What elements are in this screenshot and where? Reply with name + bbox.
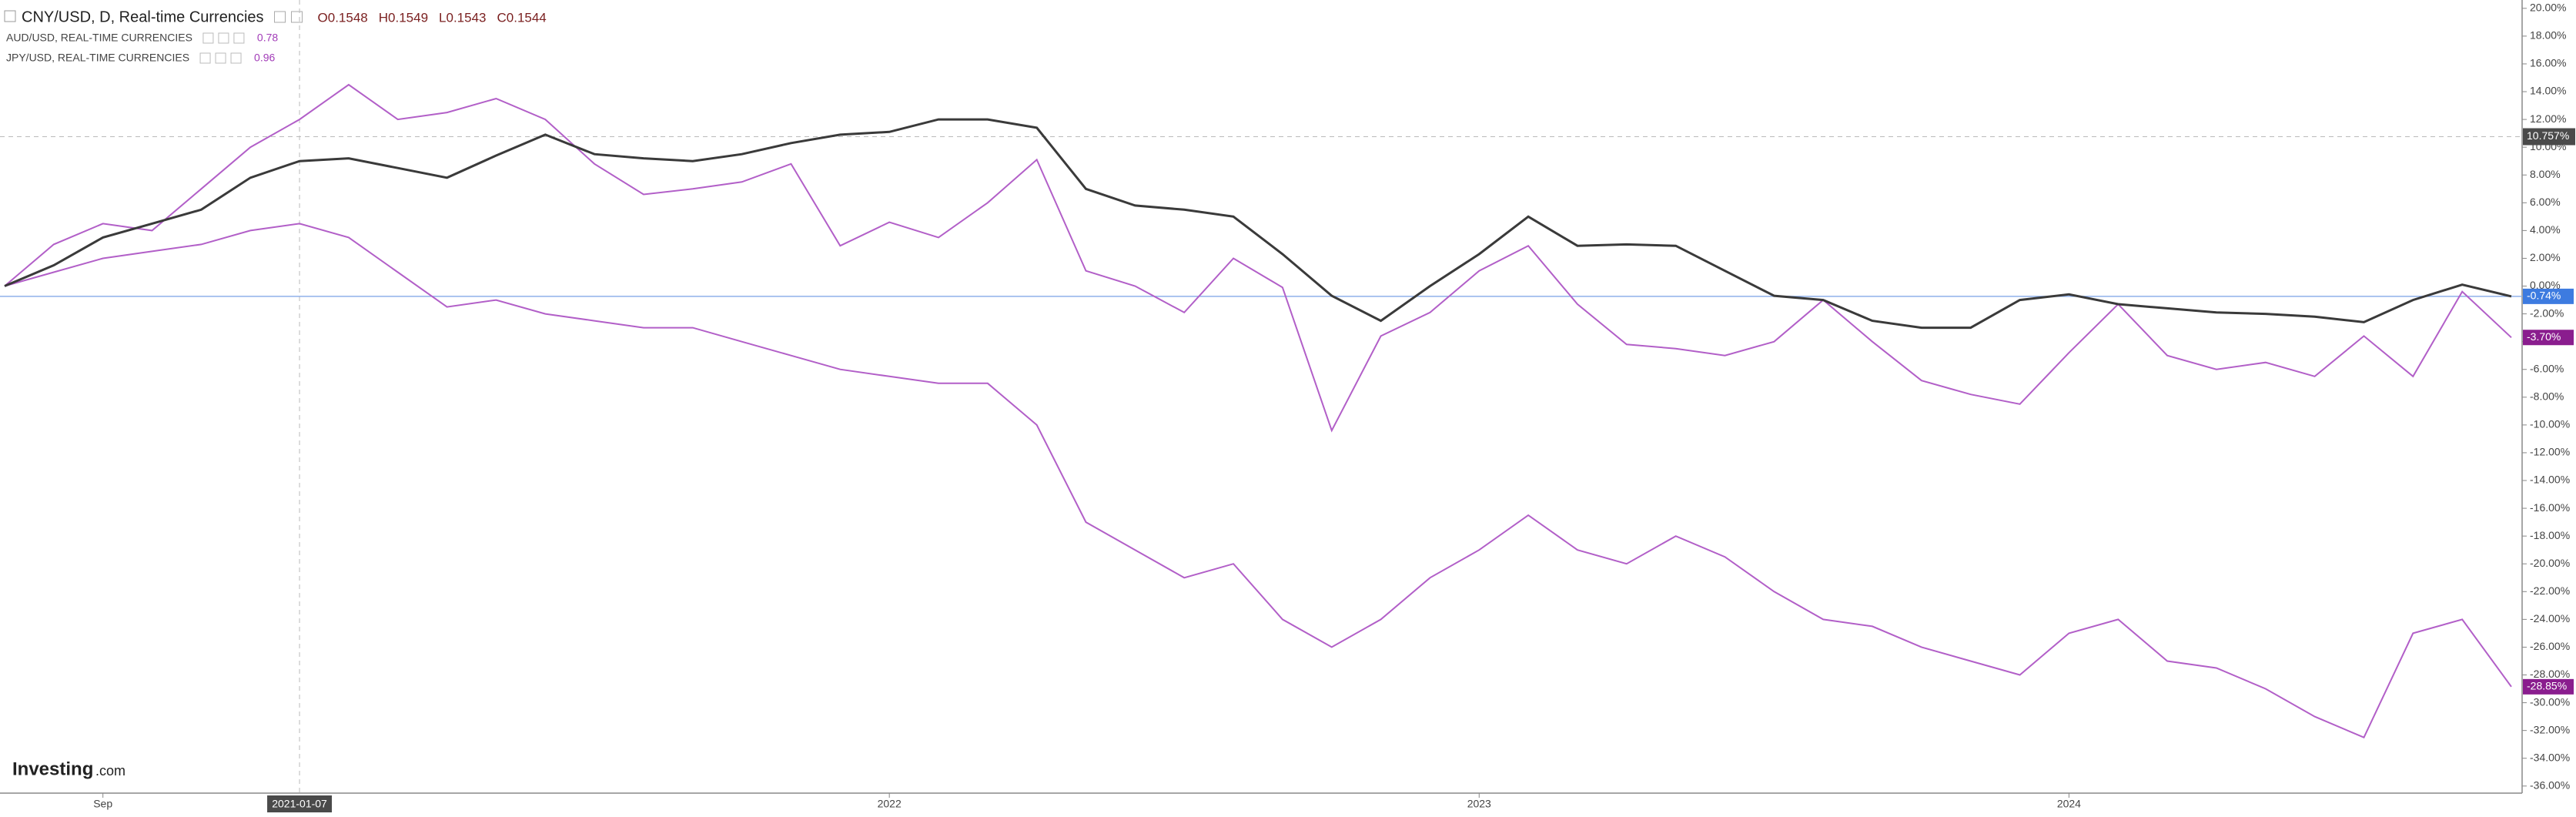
y-tick-label: 0.00% <box>2530 279 2561 291</box>
legend-icon[interactable] <box>199 52 211 64</box>
legend-icon[interactable] <box>215 52 226 64</box>
crosshair-x-box <box>267 795 333 812</box>
y-tick-label: -36.00% <box>2530 778 2570 791</box>
y-tick-label: 16.00% <box>2530 57 2566 69</box>
crosshair-y-box <box>2523 128 2575 146</box>
ohlc-value: O0.1548 <box>318 10 368 25</box>
value-badge-label: -0.74% <box>2527 290 2561 302</box>
legend-value: 0.78 <box>257 32 278 44</box>
value-badge-label: -3.70% <box>2527 330 2561 343</box>
legend-icon[interactable] <box>218 32 229 44</box>
logo: Investing .com <box>12 758 125 779</box>
y-tick-label: 2.00% <box>2530 251 2561 263</box>
ohlc-value: L0.1543 <box>439 10 486 25</box>
y-tick-label: 6.00% <box>2530 196 2561 208</box>
logo-suffix: .com <box>95 763 125 778</box>
value-badge <box>2523 330 2574 346</box>
x-tick-label: Sep <box>93 798 112 810</box>
legend-icon[interactable] <box>233 32 245 44</box>
series-line <box>4 118 2512 330</box>
legend-value: 0.96 <box>254 52 275 64</box>
legend-entry: CNY/USD, D, Real-time Currencies <box>22 8 264 25</box>
y-tick-label: 8.00% <box>2530 168 2561 180</box>
series-line <box>4 223 2512 738</box>
x-tick-label: 2022 <box>878 798 902 810</box>
y-tick-label: -32.00% <box>2530 723 2570 735</box>
legend-icon[interactable] <box>202 32 214 44</box>
legend: CNY/USD, D, Real-time Currencies AUD/USD… <box>4 8 547 64</box>
y-tick-label: -16.00% <box>2530 501 2570 514</box>
ohlc-value: H0.1549 <box>379 10 428 25</box>
y-tick-label: -28.00% <box>2530 668 2570 680</box>
legend-icon[interactable] <box>230 52 242 64</box>
y-tick-label: 14.00% <box>2530 85 2566 97</box>
value-badge <box>2523 678 2574 695</box>
crosshair-x-label: 2021-01-07 <box>272 798 327 810</box>
y-tick-label: -2.00% <box>2530 306 2564 319</box>
y-tick-label: -30.00% <box>2530 695 2570 708</box>
y-tick-label: 18.00% <box>2530 29 2566 42</box>
legend-icon[interactable] <box>274 11 286 23</box>
legend-entry: JPY/USD, REAL-TIME CURRENCIES <box>6 52 189 64</box>
x-tick-label: 2024 <box>2057 798 2081 810</box>
y-tick-label: -6.00% <box>2530 362 2564 374</box>
y-tick-label: -26.00% <box>2530 640 2570 652</box>
y-tick-label: -34.00% <box>2530 751 2570 763</box>
collapse-icon[interactable] <box>4 10 16 22</box>
crosshair-y-label: 10.757% <box>2527 129 2569 142</box>
x-tick-label: 2023 <box>1467 798 1491 810</box>
y-tick-label: -8.00% <box>2530 390 2564 403</box>
y-tick-label: -14.00% <box>2530 474 2570 486</box>
series-line <box>4 83 2512 433</box>
value-badge-label: -28.85% <box>2527 680 2567 692</box>
y-tick-label: -22.00% <box>2530 584 2570 597</box>
legend-icon[interactable] <box>291 11 303 23</box>
y-tick-label: -24.00% <box>2530 612 2570 624</box>
y-tick-label: 12.00% <box>2530 112 2566 125</box>
ohlc-value: C0.1544 <box>497 10 546 25</box>
logo-name: Investing <box>12 758 93 779</box>
y-tick-label: -12.00% <box>2530 446 2570 458</box>
y-tick-label: 20.00% <box>2530 2 2566 14</box>
y-tick-label: -18.00% <box>2530 529 2570 541</box>
y-tick-label: 4.00% <box>2530 223 2561 236</box>
legend-entry: AUD/USD, REAL-TIME CURRENCIES <box>6 32 192 44</box>
y-tick-label: -20.00% <box>2530 557 2570 569</box>
value-badge <box>2523 288 2574 304</box>
y-tick-label: -10.00% <box>2530 418 2570 430</box>
